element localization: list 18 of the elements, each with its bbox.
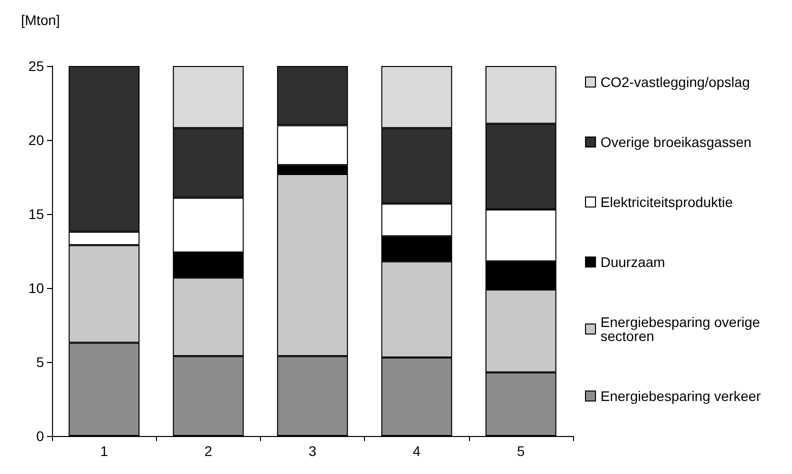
x-tick-label: 1	[100, 443, 108, 459]
y-axis-title: [Mton]	[21, 12, 60, 28]
x-tick-label: 5	[517, 443, 525, 459]
y-tick-label: 25	[28, 58, 44, 74]
legend-label: Energiebesparing verkeer	[600, 388, 762, 404]
y-tick-label: 0	[36, 428, 44, 444]
legend-label: Overige broeikasgassen	[600, 134, 752, 150]
y-tick-label: 20	[28, 132, 44, 148]
y-tick-label: 5	[36, 354, 44, 370]
x-tick-label: 3	[308, 443, 317, 459]
legend-label: Duurzaam	[600, 254, 666, 270]
legend-label: Energiebesparing overige sectoren	[600, 314, 764, 344]
y-tick-label: 10	[28, 280, 44, 296]
legend-label: Elektriciteitsproduktie	[600, 194, 733, 210]
legend-label: CO2-vastlegging/opslag	[600, 74, 750, 90]
x-tick-label: 4	[412, 443, 421, 459]
x-tick-label: 2	[204, 443, 212, 459]
y-tick-label: 15	[28, 206, 44, 222]
